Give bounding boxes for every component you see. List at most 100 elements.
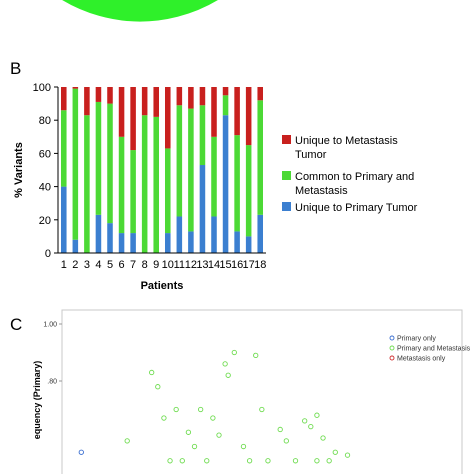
x-tick-label: 15 [219,259,231,271]
legend-swatch-primary [282,202,291,211]
x-tick-label: 4 [95,259,101,271]
bar-segment-metastasis [107,87,113,104]
x-tick-label: 7 [130,259,136,271]
scatter-point [308,423,314,430]
bar-segment-metastasis [84,87,90,116]
bar-segment-metastasis [245,87,252,146]
scatter-point [292,458,299,464]
scatter-point [167,458,173,464]
bar-segment-primary [130,233,136,253]
bar-segment-metastasis [153,87,159,117]
bar-segment-common [141,115,148,253]
scatter-point [246,458,253,464]
bar-segment-common [95,101,102,215]
legend: Primary only Primary and Metastasis Metast… [389,335,471,363]
x-tick-label: 11 [174,259,185,271]
x-tick-label: 14 [208,259,220,271]
scatter-point [302,418,308,424]
bar-segment-primary [165,233,171,253]
bar-segment-common [245,145,252,237]
bar-segment-metastasis [199,87,206,106]
bar-segment-common [188,108,194,232]
bar-segment-metastasis [141,87,148,116]
scatter-point [222,361,228,367]
scatter-point [314,458,320,464]
scatter-point [204,458,210,464]
x-tick-label: 6 [118,259,124,271]
x-tick-label: 1 [61,259,67,271]
x-tick-label: 9 [153,259,159,271]
pie-slice [60,0,220,23]
bar-segment-primary [118,233,125,253]
bar-segment-primary [234,231,240,253]
x-tick-label: 16 [231,259,243,271]
bar-segment-common [107,103,113,224]
scatter-point [191,443,198,450]
scatter-point [259,406,265,413]
panel-c-letter: C [10,315,22,334]
bar-segment-common [84,115,90,253]
y-tick-label: 20 [39,215,51,227]
scatter-point [344,452,351,458]
scatter-point [231,349,237,356]
bar-segment-common [234,135,240,232]
bar-segment-common [153,116,159,253]
bar-segment-primary [245,236,252,253]
legend-marker [389,345,395,351]
bar-segment-metastasis [234,87,240,136]
legend-label-common-line2: Metastasis [295,185,348,197]
bar-segment-common [165,148,171,234]
legend: Unique to Metastasis Tumor Common to Pri… [282,135,418,214]
legend-marker [389,335,395,341]
bar-segment-metastasis [118,87,125,137]
bar-segment-primary [61,186,67,253]
bar-segment-common [61,110,67,187]
scatter-point [216,432,222,438]
bar-segment-common [176,105,183,217]
scatter-point [179,458,185,464]
bar-segment-primary [95,214,102,253]
x-tick-label: 2 [72,259,78,271]
y-tick-label: 80 [39,115,51,127]
y-axis-title: % Variants [13,142,25,198]
plot-frame [61,309,463,474]
scatter-point [185,429,192,435]
pie-chart [60,0,220,23]
bar-segment-metastasis [257,87,263,101]
scatter-point [265,458,271,464]
scatter-point [149,369,155,376]
bar-segment-primary [211,216,217,253]
x-tick-label: 17 [243,259,255,271]
x-tick-label: 13 [196,259,208,271]
legend-marker [389,355,395,361]
bar-segment-metastasis [165,87,171,149]
bar-segment-common [222,95,229,116]
bar-segment-metastasis [61,87,67,111]
bar-segment-primary [188,231,194,253]
scatter-point [283,438,289,444]
bar-segment-common [118,136,125,234]
x-tick-label: 5 [107,259,113,271]
x-tick-label: 12 [185,259,197,271]
scatter-point [314,412,320,418]
y-tick-label: 40 [39,182,51,194]
legend-swatch-metastasis [282,135,291,144]
bar-segment-common [211,136,217,217]
panel-b-letter: B [10,59,21,78]
legend-label: Primary only [397,336,436,343]
scatter-point [277,426,283,433]
bar-segment-common [199,105,206,166]
legend-label: Metastasis only [397,356,446,363]
bar-segment-metastasis [211,87,217,137]
scatter-point [320,435,326,441]
bar-segment-metastasis [72,87,79,89]
legend-swatch-common [282,171,291,180]
bar-segment-metastasis [188,87,194,109]
bar-segment-primary [72,239,79,253]
x-tick-label: 3 [84,259,90,271]
y-axis-title: equency (Primary) [32,361,42,440]
scatter-point [173,406,179,413]
scatter-point [210,415,216,421]
bar-segment-common [72,88,79,240]
